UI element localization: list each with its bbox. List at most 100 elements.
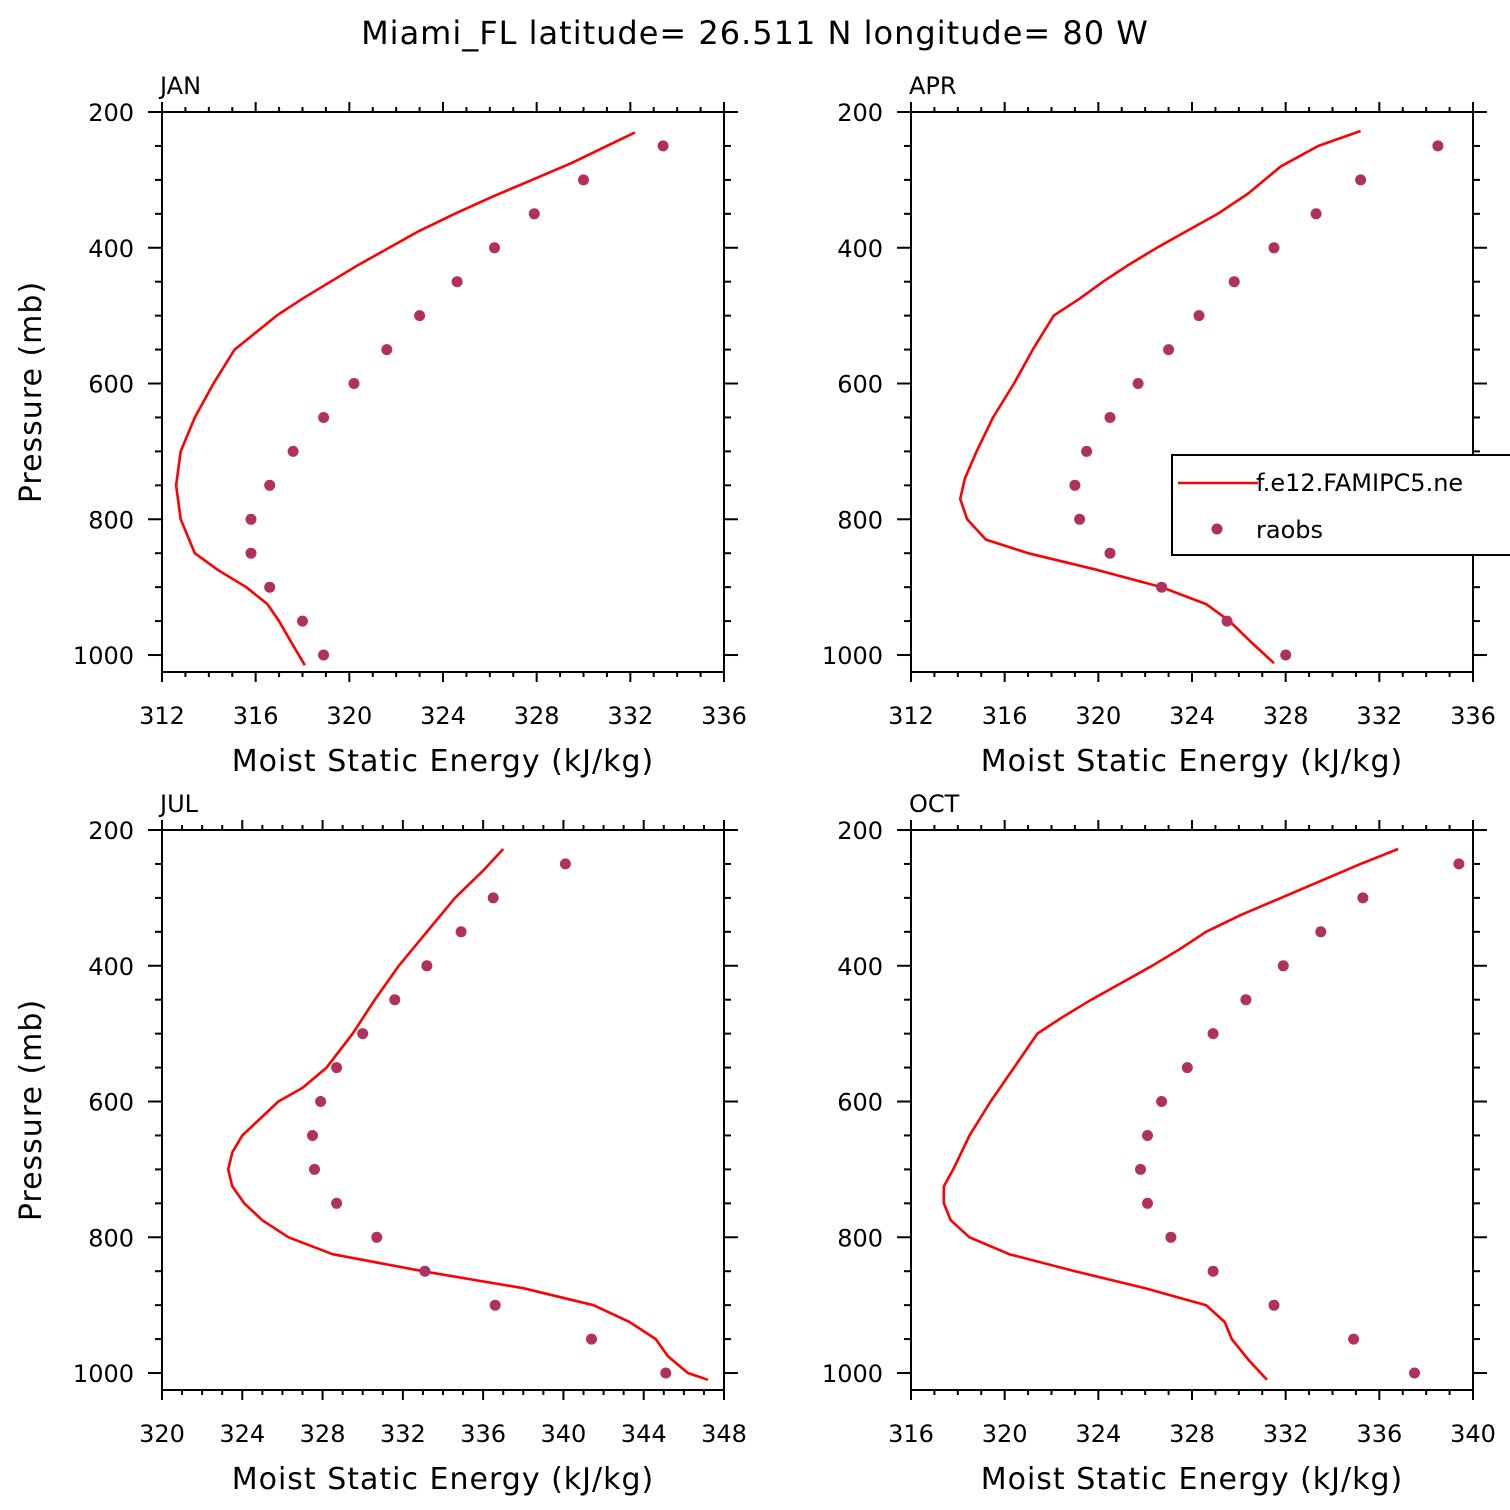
y-tick-label: 1000 bbox=[73, 642, 134, 670]
x-tick-label: 316 bbox=[888, 1420, 934, 1448]
obs-point bbox=[245, 547, 257, 559]
y-tick-label: 200 bbox=[837, 99, 883, 127]
obs-point bbox=[451, 276, 463, 288]
x-axis-title: Moist Static Energy (kJ/kg) bbox=[232, 1462, 655, 1497]
plot-data bbox=[174, 131, 669, 666]
obs-point bbox=[1156, 581, 1168, 593]
obs-point bbox=[1207, 1265, 1219, 1277]
panel-label: OCT bbox=[909, 790, 960, 818]
obs-point bbox=[287, 445, 299, 457]
y-tick-label: 600 bbox=[88, 371, 134, 399]
panels: 312 316 320 324 328 332 336 200 400 600 800 1000 JAN… bbox=[14, 72, 1510, 1497]
obs-point bbox=[419, 1265, 431, 1277]
y-tick-label: 200 bbox=[88, 99, 134, 127]
panel-jul: 320 324 328 332 336 340 344 348 200 400 600 800 1000… bbox=[14, 790, 747, 1497]
obs-point bbox=[455, 926, 467, 938]
legend: f.e12.FAMIPC5.ne raobs bbox=[1171, 454, 1510, 556]
obs-point bbox=[1135, 1163, 1146, 1175]
y-tick-label: 800 bbox=[837, 1224, 883, 1252]
x-tick-label: 336 bbox=[701, 702, 747, 730]
obs-point bbox=[389, 994, 401, 1006]
y-tick-label: 1000 bbox=[822, 642, 883, 670]
model-profile-line bbox=[958, 129, 1362, 665]
obs-point bbox=[1163, 344, 1175, 356]
obs-point bbox=[1069, 479, 1081, 491]
y-tick-label: 600 bbox=[837, 1089, 883, 1117]
obs-point bbox=[297, 615, 308, 627]
obs-point bbox=[1165, 1231, 1177, 1243]
panel-oct: 316 320 324 328 332 336 340 200 400 600 800 1000 OCT… bbox=[822, 790, 1496, 1497]
obs-point bbox=[1310, 208, 1322, 220]
x-axis-title: Moist Static Energy (kJ/kg) bbox=[981, 1462, 1404, 1497]
obs-point bbox=[1181, 1062, 1193, 1074]
obs-point bbox=[1156, 1096, 1168, 1107]
obs-point bbox=[414, 310, 426, 322]
obs-point bbox=[357, 1028, 369, 1040]
x-tick-label: 340 bbox=[1450, 1420, 1496, 1448]
legend-box bbox=[1171, 454, 1510, 556]
obs-point bbox=[1132, 378, 1144, 389]
obs-point bbox=[1193, 310, 1205, 322]
obs-point bbox=[1315, 926, 1327, 938]
x-tick-label: 324 bbox=[219, 1420, 265, 1448]
obs-point bbox=[1280, 649, 1292, 661]
obs-point bbox=[559, 858, 571, 870]
obs-point bbox=[1409, 1367, 1420, 1379]
x-tick-label: 328 bbox=[514, 702, 560, 730]
x-axis-title: Moist Static Energy (kJ/kg) bbox=[232, 744, 655, 779]
obs-point bbox=[421, 960, 433, 972]
x-axis-title: Moist Static Energy (kJ/kg) bbox=[981, 744, 1404, 779]
y-tick-label: 200 bbox=[837, 817, 883, 845]
legend-model-label: f.e12.FAMIPC5.ne bbox=[1256, 469, 1463, 497]
obs-point bbox=[487, 892, 499, 904]
obs-point bbox=[315, 1096, 327, 1107]
plot-data bbox=[958, 129, 1444, 665]
panel-label: JUL bbox=[158, 790, 199, 818]
obs-point bbox=[264, 581, 276, 593]
model-profile-line bbox=[174, 131, 636, 666]
panel-label: JAN bbox=[158, 72, 201, 100]
x-tick-label: 320 bbox=[139, 1420, 185, 1448]
x-tick-label: 324 bbox=[420, 702, 466, 730]
obs-point bbox=[1357, 892, 1369, 904]
obs-point bbox=[1207, 1028, 1219, 1040]
plot-frame bbox=[910, 111, 1474, 673]
obs-point bbox=[1240, 994, 1252, 1006]
plot-data bbox=[942, 847, 1465, 1381]
obs-point bbox=[489, 242, 500, 254]
x-tick-label: 336 bbox=[1450, 702, 1496, 730]
y-axis-title: Pressure (mb) bbox=[14, 999, 49, 1221]
y-tick-label: 400 bbox=[837, 953, 883, 981]
obs-point bbox=[348, 378, 360, 389]
y-tick-label: 800 bbox=[88, 1224, 134, 1252]
obs-point bbox=[1142, 1197, 1153, 1209]
y-tick-label: 400 bbox=[837, 235, 883, 263]
y-tick-label: 1000 bbox=[73, 1360, 134, 1388]
obs-point bbox=[318, 649, 330, 661]
obs-point bbox=[1104, 547, 1116, 559]
y-tick-label: 600 bbox=[88, 1089, 134, 1117]
x-tick-label: 324 bbox=[1169, 702, 1215, 730]
x-tick-label: 316 bbox=[233, 702, 279, 730]
obs-point bbox=[371, 1231, 383, 1243]
model-profile-line bbox=[226, 848, 709, 1382]
obs-point bbox=[1355, 174, 1367, 186]
x-tick-label: 320 bbox=[1075, 702, 1121, 730]
obs-point bbox=[1142, 1130, 1153, 1141]
obs-point bbox=[1074, 513, 1086, 525]
model-profile-line bbox=[942, 847, 1399, 1381]
y-tick-label: 400 bbox=[88, 235, 134, 263]
obs-point bbox=[586, 1333, 597, 1345]
obs-point bbox=[307, 1130, 318, 1141]
x-tick-label: 328 bbox=[1263, 702, 1309, 730]
x-tick-label: 332 bbox=[380, 1420, 426, 1448]
x-tick-label: 320 bbox=[982, 1420, 1028, 1448]
obs-point bbox=[331, 1197, 343, 1209]
y-tick-label: 400 bbox=[88, 953, 134, 981]
obs-point bbox=[1348, 1333, 1360, 1345]
y-tick-label: 800 bbox=[837, 506, 883, 534]
y-tick-label: 1000 bbox=[822, 1360, 883, 1388]
obs-point bbox=[1228, 276, 1240, 288]
panel-label: APR bbox=[909, 72, 957, 100]
